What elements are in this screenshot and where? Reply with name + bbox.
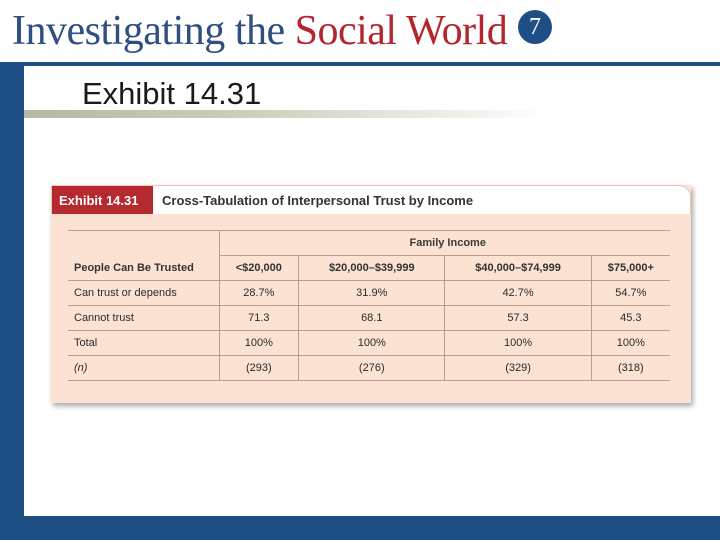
table-cell: (329) (444, 355, 592, 381)
header-banner: Investigating the Social World 7 (0, 0, 720, 62)
edition-badge: 7 (518, 10, 552, 44)
left-frame-bar (0, 66, 24, 540)
table-cell: 100% (444, 330, 592, 356)
table-row: Total 100% 100% 100% 100% (68, 330, 670, 356)
exhibit-figure: Exhibit 14.31 Cross-Tabulation of Interp… (51, 185, 691, 403)
table-cell: 45.3 (591, 305, 670, 331)
exhibit-header: Exhibit 14.31 Cross-Tabulation of Interp… (51, 185, 691, 215)
table-row: (n) (293) (276) (329) (318) (68, 355, 670, 381)
table-row: Cannot trust 71.3 68.1 57.3 45.3 (68, 305, 670, 331)
exhibit-badge: Exhibit 14.31 (52, 186, 153, 215)
exhibit-body: Family Income People Can Be Trusted <$20… (51, 214, 691, 403)
table-row: Can trust or depends 28.7% 31.9% 42.7% 5… (68, 280, 670, 306)
table-cell: 28.7% (219, 280, 300, 306)
row-label: Can trust or depends (68, 280, 220, 306)
table-cell: 100% (298, 330, 446, 356)
column-header: $20,000–$39,999 (298, 255, 446, 281)
table-cell: (293) (219, 355, 300, 381)
row-label: (n) (68, 355, 220, 381)
bottom-frame-bar (0, 516, 720, 540)
slide-title: Exhibit 14.31 (82, 76, 262, 111)
table-cell: (276) (298, 355, 446, 381)
table-cell: 100% (219, 330, 300, 356)
brand-text-part1: Investigating the (12, 8, 295, 54)
table-cell: 68.1 (298, 305, 446, 331)
spanner-row: Family Income (68, 230, 670, 256)
brand-text-part2: Social World (294, 8, 508, 54)
column-header: <$20,000 (219, 255, 300, 281)
brand-wordmark: Investigating the Social World (12, 6, 508, 56)
column-header: $40,000–$74,999 (444, 255, 592, 281)
title-accent-line (24, 110, 550, 118)
row-header-label: People Can Be Trusted (68, 255, 220, 281)
crosstab-table: Family Income People Can Be Trusted <$20… (68, 230, 670, 381)
row-label: Total (68, 330, 220, 356)
table-cell: 31.9% (298, 280, 446, 306)
exhibit-caption: Cross-Tabulation of Interpersonal Trust … (162, 193, 474, 208)
family-income-spanner: Family Income (219, 230, 670, 256)
table-cell: (318) (591, 355, 670, 381)
table-cell: 71.3 (219, 305, 300, 331)
column-header: $75,000+ (591, 255, 670, 281)
table-cell: 54.7% (591, 280, 670, 306)
column-header-row: People Can Be Trusted <$20,000 $20,000–$… (68, 255, 670, 281)
row-label: Cannot trust (68, 305, 220, 331)
table-cell: 42.7% (444, 280, 592, 306)
table-cell: 57.3 (444, 305, 592, 331)
spanner-stub-cell (68, 230, 220, 256)
table-cell: 100% (591, 330, 670, 356)
header-rule (0, 62, 720, 66)
